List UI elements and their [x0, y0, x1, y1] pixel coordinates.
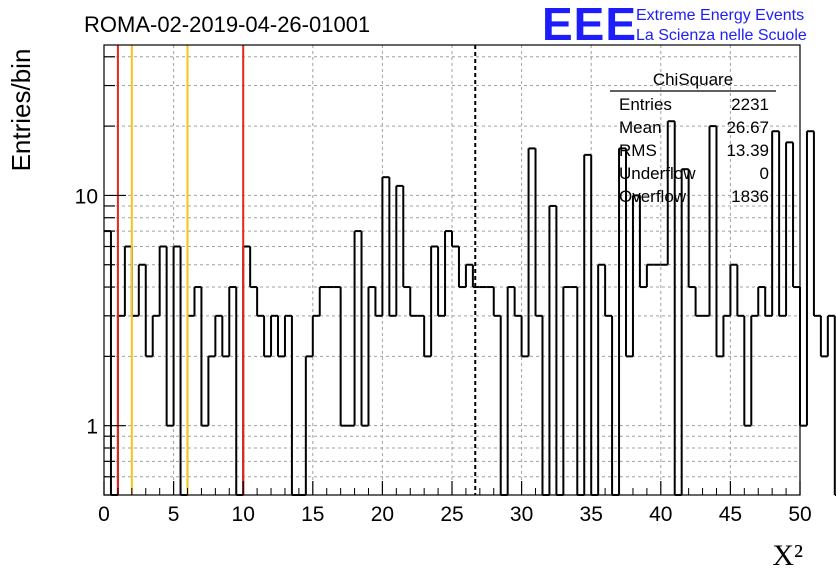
eee-logo-line1: Extreme Energy Events	[636, 7, 804, 24]
marker-lines-layer	[116, 45, 477, 495]
stats-row-label: Underflow	[619, 164, 696, 183]
stats-rows: Entries 2231 Mean 26.67 RMS 13.39 Underflow 0 Ov…	[619, 95, 769, 206]
x-tick-label: 45	[719, 503, 742, 526]
x-tick-label: 40	[649, 503, 672, 526]
stats-box-title: ChiSquare	[653, 70, 733, 89]
stats-row-label: Mean	[619, 118, 662, 137]
x-tick-label: 35	[580, 503, 603, 526]
stats-row-value: 0	[760, 164, 769, 183]
y-tick-label: 10	[75, 185, 98, 208]
x-tick-label: 10	[232, 503, 255, 526]
eee-logo-line2: La Scienza nelle Scuole	[636, 27, 807, 44]
stats-row-value: 26.67	[726, 118, 769, 137]
x-tick-label: 5	[168, 503, 180, 526]
y-axis-title: Entries/bin	[6, 49, 36, 172]
stats-row-label: Overflow	[619, 187, 687, 206]
eee-logo: EEE Extreme Energy Events La Scienza nel…	[542, 0, 807, 50]
x-tick-label: 15	[301, 503, 324, 526]
stats-row-value: 1836	[731, 187, 769, 206]
x-tick-label: 20	[371, 503, 394, 526]
x-tick-label: 0	[98, 503, 110, 526]
histogram-layer	[104, 120, 836, 496]
axes-layer: 0 5 10 15 20 25 30 35 40 45 50 1 10	[75, 44, 812, 526]
eee-logo-letters: EEE	[542, 0, 637, 50]
stats-row-value: 2231	[731, 95, 769, 114]
stats-row-value: 13.39	[726, 141, 769, 160]
stats-box: ChiSquare Entries 2231 Mean 26.67 RMS 13.39 Un…	[610, 70, 776, 206]
chart-title: ROMA-02-2019-04-26-01001	[84, 12, 370, 37]
x-tick-label: 25	[440, 503, 463, 526]
x-axis-title: X²	[772, 539, 803, 572]
stats-row-label: Entries	[619, 95, 672, 114]
x-tick-label: 30	[510, 503, 533, 526]
grid-layer	[104, 45, 800, 495]
y-tick-label: 1	[86, 416, 98, 439]
x-tick-label: 50	[788, 503, 811, 526]
stats-row-label: RMS	[619, 141, 657, 160]
